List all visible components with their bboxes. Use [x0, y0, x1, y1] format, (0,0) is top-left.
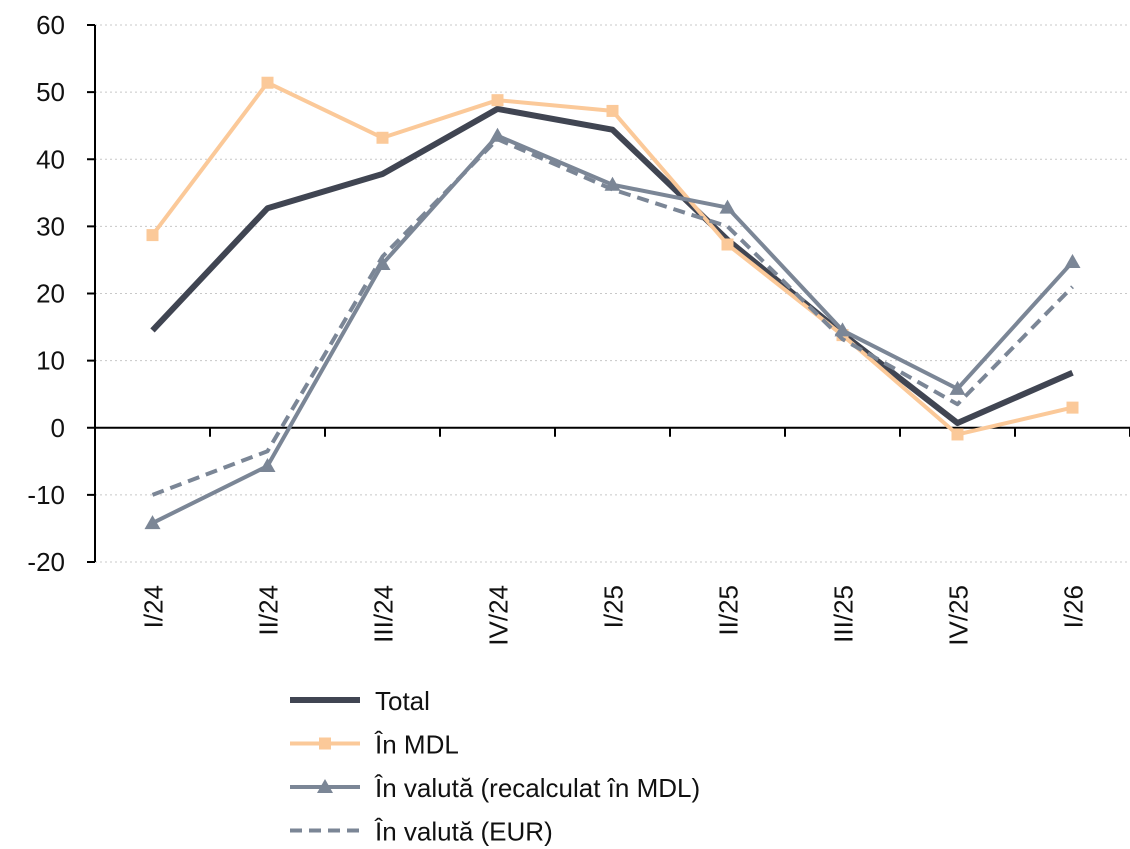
point	[1064, 253, 1081, 268]
y-tick-label: -10	[27, 480, 65, 510]
x-tick-label: I/25	[599, 585, 629, 628]
legend-label: În valută (EUR)	[374, 817, 553, 847]
point	[719, 199, 736, 214]
series-line	[150, 80, 1073, 437]
point	[606, 104, 619, 117]
point	[259, 458, 276, 473]
point	[261, 76, 274, 89]
y-tick-label: -20	[27, 547, 65, 577]
x-tick-label: I/24	[139, 585, 169, 628]
point	[144, 515, 161, 530]
x-tick-label: III/24	[369, 585, 399, 643]
x-tick-label: IV/25	[944, 585, 974, 646]
y-tick-label: 60	[36, 10, 65, 40]
point	[146, 229, 159, 242]
y-tick-label: 20	[36, 279, 65, 309]
point	[374, 255, 391, 270]
y-tick-label: 0	[51, 413, 65, 443]
series-line	[150, 105, 1074, 427]
x-tick-label: I/26	[1059, 585, 1089, 628]
legend-marker	[317, 779, 333, 793]
point	[949, 380, 966, 395]
legend-marker	[319, 737, 331, 750]
y-tick-label: 50	[36, 77, 65, 107]
legend-label: În MDL	[374, 730, 459, 760]
point	[721, 238, 734, 251]
y-tick-label: 10	[36, 346, 65, 376]
point	[491, 94, 504, 107]
point	[1066, 401, 1079, 414]
legend-label: În valută (recalculat în MDL)	[374, 773, 700, 803]
series-line	[151, 133, 1074, 525]
y-tick-label: 30	[36, 211, 65, 241]
point	[951, 428, 964, 441]
series-line	[151, 137, 1074, 497]
x-tick-label: II/25	[714, 585, 744, 636]
x-tick-label: II/24	[254, 585, 284, 636]
x-tick-label: IV/24	[484, 585, 514, 646]
x-tick-label: III/25	[829, 585, 859, 643]
point	[489, 127, 506, 142]
point	[376, 131, 389, 144]
legend-label: Total	[375, 686, 430, 716]
y-tick-label: 40	[36, 144, 65, 174]
